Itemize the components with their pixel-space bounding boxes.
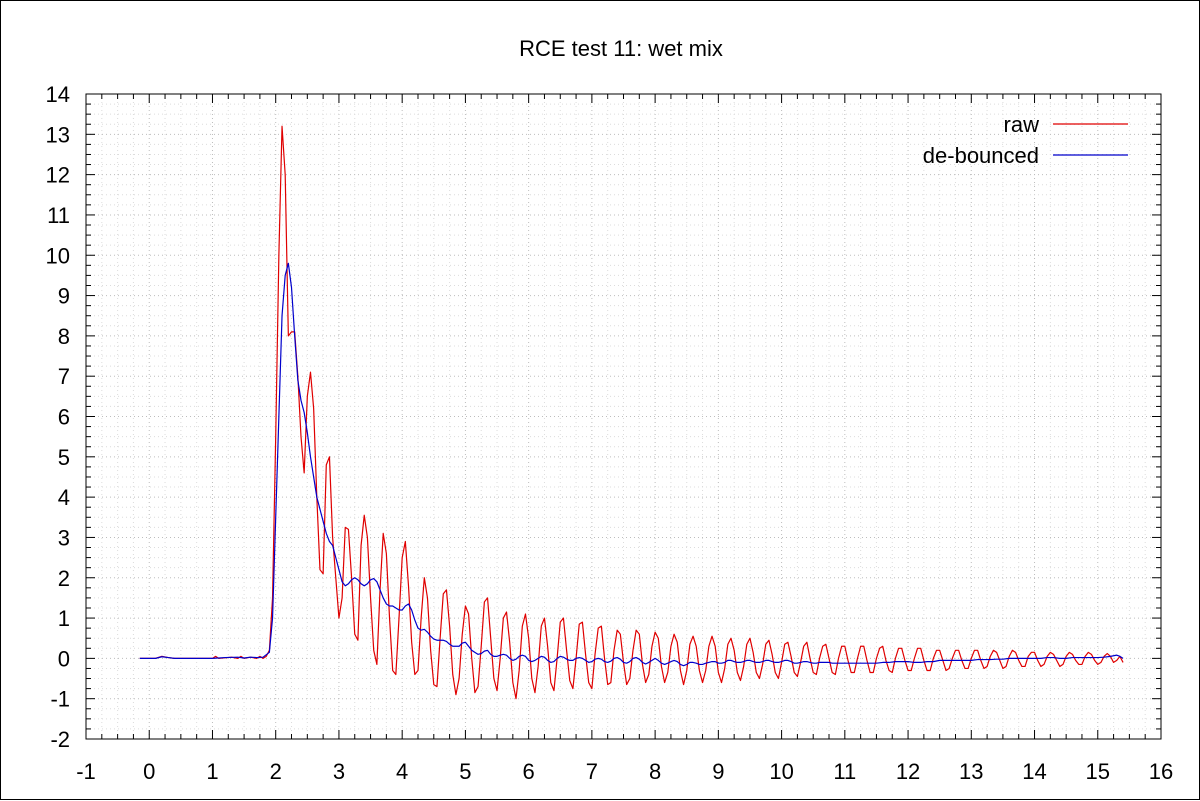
series-lines xyxy=(139,125,1124,700)
legend-label: raw xyxy=(1004,112,1040,137)
y-tick-label: 5 xyxy=(58,445,70,470)
y-tick-label: 0 xyxy=(58,646,70,671)
y-tick-label: 2 xyxy=(58,566,70,591)
y-tick-label: -2 xyxy=(50,727,70,752)
y-tick-label: 10 xyxy=(46,243,70,268)
x-tick-label: 0 xyxy=(143,759,155,784)
legend: raw de-bounced xyxy=(923,112,1128,168)
x-tick-label: 5 xyxy=(459,759,471,784)
y-tick-label: 12 xyxy=(46,163,70,188)
x-tick-label: -1 xyxy=(76,759,96,784)
x-tick-label: 9 xyxy=(712,759,724,784)
x-tick-label: 15 xyxy=(1086,759,1110,784)
y-tick-label: 4 xyxy=(58,485,70,510)
y-tick-label: 13 xyxy=(46,122,70,147)
y-tick-label: -1 xyxy=(50,687,70,712)
x-tick-label: 2 xyxy=(270,759,282,784)
grid xyxy=(85,93,1162,740)
legend-label: de-bounced xyxy=(923,143,1039,168)
y-tick-label: 6 xyxy=(58,405,70,430)
series-line-de-bounced xyxy=(139,262,1124,667)
x-tick-label: 12 xyxy=(896,759,920,784)
y-tick-label: 3 xyxy=(58,525,70,550)
x-tick-label: 8 xyxy=(649,759,661,784)
y-tick-label: 14 xyxy=(46,82,70,107)
x-tick-label: 1 xyxy=(206,759,218,784)
x-tick-label: 10 xyxy=(769,759,793,784)
y-tick-label: 9 xyxy=(58,284,70,309)
x-tick-label: 16 xyxy=(1149,759,1173,784)
series-line-raw xyxy=(139,125,1124,700)
x-tick-label: 3 xyxy=(333,759,345,784)
x-tick-label: 7 xyxy=(586,759,598,784)
x-tick-label: 6 xyxy=(523,759,535,784)
x-tick-label: 11 xyxy=(833,759,856,784)
x-tick-label: 13 xyxy=(959,759,983,784)
x-tick-label: 14 xyxy=(1022,759,1046,784)
axes: -1 0 1 2 3 4 5 6 7 8 9 10 11 12 13 14 15 16-2-10123456789… xyxy=(46,82,1174,784)
y-tick-label: 7 xyxy=(58,364,70,389)
chart-title: RCE test 11: wet mix xyxy=(519,36,723,61)
y-tick-label: 8 xyxy=(58,324,70,349)
y-tick-label: 11 xyxy=(47,203,70,228)
x-tick-label: 4 xyxy=(396,759,408,784)
y-tick-label: 1 xyxy=(58,606,70,631)
